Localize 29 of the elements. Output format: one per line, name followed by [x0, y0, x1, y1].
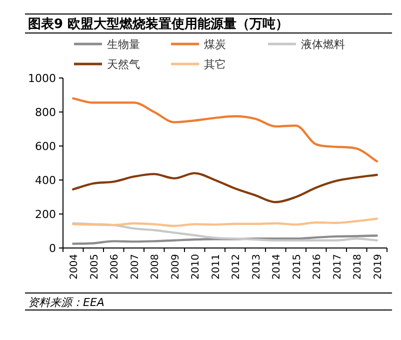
legend-label: 其它 [204, 58, 226, 71]
x-tick-label: 2012 [231, 254, 242, 280]
x-tick-label: 2004 [69, 254, 80, 280]
x-tick-label: 2019 [372, 254, 384, 280]
legend-label: 煤炭 [204, 38, 226, 51]
x-tick-label: 2009 [170, 254, 182, 280]
x-tick-label: 2018 [352, 254, 364, 280]
legend-label: 液体燃料 [301, 38, 345, 51]
x-tick-label: 2007 [130, 254, 141, 280]
y-tick-label: 600 [35, 140, 56, 153]
y-tick-label: 400 [35, 174, 56, 187]
x-tick-label: 2016 [312, 254, 324, 280]
x-tick-label: 2005 [89, 254, 100, 280]
legend-label: 生物量 [107, 38, 140, 51]
y-tick-label: 800 [35, 106, 56, 119]
x-tick-label: 2006 [110, 254, 121, 280]
y-tick-label: 1000 [28, 72, 56, 85]
x-tick-label: 2008 [150, 254, 162, 280]
x-tick-label: 2013 [251, 254, 262, 280]
x-tick-label: 2014 [272, 254, 283, 280]
chart-title: 图表9 欧盟大型燃烧装置使用能源量（万吨） [28, 16, 289, 32]
legend-label: 天然气 [107, 58, 140, 71]
x-tick-label: 2017 [332, 254, 344, 280]
y-tick-label: 0 [49, 242, 56, 255]
x-tick-label: 2010 [190, 254, 202, 280]
x-tick-label: 2015 [292, 254, 303, 280]
y-tick-label: 200 [35, 208, 56, 221]
text: 资料来源：EEA [28, 296, 104, 309]
x-tick-label: 2011 [210, 254, 222, 280]
